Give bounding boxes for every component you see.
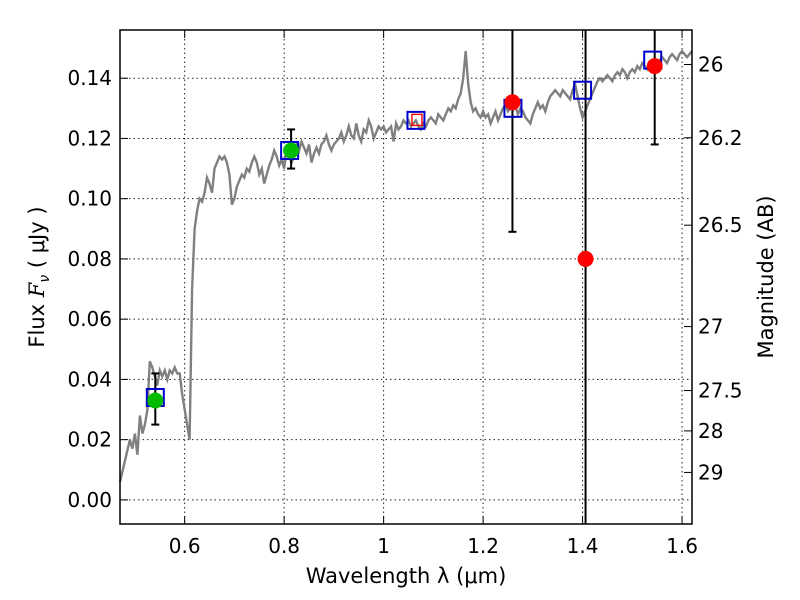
plot-frame [119, 29, 693, 525]
y-tick-label: 0.06 [67, 307, 112, 331]
photometry-points [147, 58, 663, 409]
x-tick-label: 0.6 [169, 534, 201, 558]
y-axis-title-prefix: Flux [25, 297, 49, 347]
model-sed-curve [118, 49, 693, 483]
y-axis: 0.00 0.02 0.04 0.06 0.08 0.10 0.12 0.14 [67, 66, 128, 512]
y-tick-label: 0.02 [67, 428, 112, 452]
x-axis-title: Wavelength λ (μm) [306, 564, 507, 588]
y-axis-title-unit: ( μJy ) [25, 206, 49, 274]
grid [120, 30, 692, 524]
band-flux-marker [406, 110, 426, 130]
photometry-point-open [411, 113, 423, 127]
y-tick-label: 0.14 [67, 66, 112, 90]
mag-tick-label: 29 [698, 460, 723, 484]
y-axis-title-symbol: F [25, 281, 49, 298]
band-flux-markers [145, 50, 663, 407]
photometry-point [283, 142, 300, 159]
band-flux-marker [573, 80, 593, 100]
y2-axis-title: Magnitude (AB) [754, 195, 778, 358]
mag-tick-label: 26.5 [698, 213, 743, 237]
x-tick-label: 1.6 [666, 534, 698, 558]
y-axis-title: Flux Fν ( μJy ) [25, 206, 53, 347]
photometry-point [147, 392, 164, 409]
y-tick-label: 0.00 [67, 488, 112, 512]
y-tick-label: 0.12 [67, 126, 112, 150]
magnitude-axis: 26 26.2 26.5 27 27.5 28 29 [684, 53, 743, 484]
mag-tick-label: 26 [698, 53, 723, 77]
x-tick-label: 1 [377, 534, 390, 558]
x-tick-label: 1.2 [467, 534, 499, 558]
model-sed-line [118, 49, 693, 483]
y-tick-label: 0.10 [67, 187, 112, 211]
mag-tick-label: 26.2 [698, 126, 743, 150]
photometry-point [646, 58, 663, 75]
mag-tick-label: 27.5 [698, 379, 743, 403]
photometry-point [577, 250, 594, 267]
x-tick-label: 0.8 [268, 534, 300, 558]
y-tick-label: 0.04 [67, 367, 112, 391]
y-axis-title-subscript: ν [37, 275, 53, 283]
mag-tick-label: 27 [698, 315, 723, 339]
mag-tick-label: 28 [698, 419, 723, 443]
x-tick-label: 1.4 [567, 534, 599, 558]
y-tick-label: 0.08 [67, 247, 112, 271]
photometry-point [504, 94, 521, 111]
x-axis: 0.6 0.8 1 1.2 1.4 1.6 [169, 30, 698, 558]
